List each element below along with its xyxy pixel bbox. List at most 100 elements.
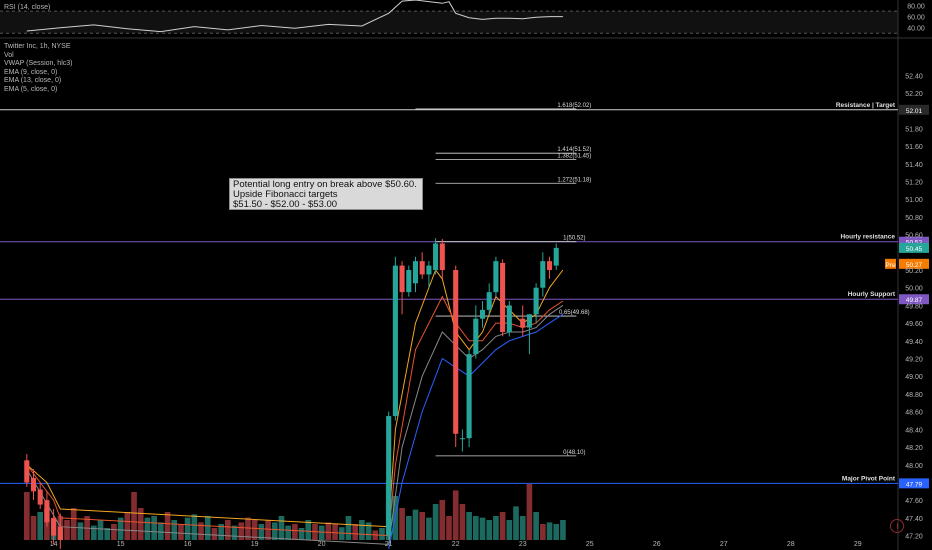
- y-tick-16: 48.80: [905, 392, 923, 399]
- fib-label-1: 1.414(51.52): [557, 147, 591, 153]
- candle-body: [51, 517, 57, 536]
- fib-label-2: 1.382(51.45): [557, 153, 591, 159]
- symbol-title[interactable]: Twitter Inc, 1h, NYSE: [4, 43, 71, 50]
- candle-body: [459, 438, 465, 440]
- candle-body: [473, 318, 479, 355]
- volume-bar: [553, 524, 560, 540]
- y-tick-7: 50.80: [905, 215, 923, 222]
- volume-bar: [271, 522, 278, 540]
- volume-bar: [292, 524, 298, 540]
- level-label-1: Hourly resistance: [840, 234, 895, 241]
- x-tick-5: 21: [385, 541, 393, 548]
- candle-body: [520, 318, 526, 328]
- volume-bar: [97, 520, 104, 540]
- x-tick-4: 20: [318, 541, 326, 548]
- candle-body: [533, 287, 539, 315]
- volume-bar: [104, 528, 111, 540]
- volume-bar: [472, 516, 479, 540]
- level-tag-bg-0: [899, 104, 929, 115]
- y-tick-18: 48.40: [905, 427, 923, 434]
- volume-bar: [412, 509, 419, 540]
- candle-body: [526, 314, 532, 328]
- x-tick-2: 16: [184, 541, 192, 548]
- volume-bar: [204, 516, 211, 540]
- y-tick-20: 48.00: [905, 463, 923, 470]
- candle-body: [44, 500, 50, 523]
- x-tick-9: 26: [653, 541, 661, 548]
- volume-bar: [439, 500, 446, 540]
- candle-body: [57, 526, 63, 540]
- trade-idea-note[interactable]: Potential long entry on break above $50.…: [229, 178, 423, 210]
- volume-bar: [30, 516, 37, 540]
- volume-bar: [77, 522, 84, 540]
- x-tick-10: 27: [720, 541, 728, 548]
- rsi-tick-1: 60.00: [907, 15, 925, 22]
- level-label-3: Major Pivot Point: [842, 475, 896, 482]
- x-tick-6: 22: [452, 541, 460, 548]
- volume-bar: [184, 517, 191, 540]
- y-tick-13: 49.40: [905, 339, 923, 346]
- volume-bar: [70, 508, 77, 540]
- y-tick-12: 49.60: [905, 321, 923, 328]
- legend-ema-5[interactable]: EMA (5, close, 0): [4, 85, 58, 93]
- candle-body: [493, 261, 499, 293]
- volume-bar: [144, 517, 151, 540]
- volume-bar: [533, 512, 539, 540]
- volume-bar: [265, 520, 271, 540]
- candle-body: [419, 261, 425, 275]
- volume-bar: [23, 492, 30, 540]
- volume-bar: [285, 525, 291, 540]
- x-tick-8: 25: [586, 541, 594, 548]
- y-tick-14: 49.20: [905, 357, 923, 364]
- fib-label-4: 1(50.52): [563, 236, 585, 242]
- volume-bar: [493, 516, 499, 540]
- ema-line-3: [388, 313, 564, 549]
- legend-ema-13[interactable]: EMA (13, close, 0): [4, 77, 62, 85]
- indicator-legend: Twitter Inc, 1h, NYSE Vol VWAP (Session,…: [4, 43, 72, 95]
- candle-body: [540, 261, 546, 288]
- volume-bar: [399, 508, 405, 540]
- volume-bar: [359, 520, 365, 540]
- rsi-band: [0, 11, 898, 34]
- legend-ema-9[interactable]: EMA (9, close, 0): [4, 68, 58, 76]
- rsi-tick-2: 40.00: [907, 26, 925, 33]
- note-line-1: Potential long entry on break above $50.…: [233, 179, 417, 190]
- volume-bar: [459, 504, 466, 540]
- volume-bar: [432, 504, 439, 540]
- candle-body: [30, 478, 37, 492]
- volume-bar: [318, 525, 325, 540]
- level-tag-bg-2: [899, 294, 929, 305]
- y-tick-4: 51.40: [905, 162, 923, 169]
- note-line-3: $51.50 - $52.00 - $53.00: [233, 199, 338, 210]
- volume-bar: [111, 524, 117, 540]
- volume-bar: [499, 512, 506, 540]
- volume-bar: [137, 508, 144, 540]
- volume-bar: [171, 520, 178, 540]
- legend-volume[interactable]: Vol: [4, 51, 14, 59]
- candle-body: [433, 243, 439, 271]
- volume-bar: [245, 517, 251, 540]
- candle-body: [24, 460, 30, 483]
- y-tick-9: 50.20: [905, 268, 923, 275]
- volume-bar: [37, 512, 44, 540]
- volume-bar: [258, 524, 265, 540]
- y-tick-15: 49.00: [905, 374, 923, 381]
- rsi-indicator-label[interactable]: RSI (14, close): [4, 4, 51, 11]
- level-tag-bg-1: [899, 236, 929, 247]
- legend-vwap[interactable]: VWAP (Session, hlc3): [4, 60, 73, 68]
- x-tick-12: 29: [854, 541, 862, 548]
- fib-label-0: 1.618(52.02): [557, 103, 591, 109]
- volume-bar: [446, 516, 452, 540]
- volume-bar: [164, 512, 171, 540]
- price-tag-2: 50.27: [906, 262, 923, 269]
- price-tag-bg-1: [885, 258, 896, 269]
- volume-bar: [231, 525, 238, 540]
- x-tick-7: 23: [519, 541, 527, 548]
- volume-bar: [191, 514, 198, 540]
- price-tag-bg-2: [899, 258, 929, 269]
- price-tag-1: Pre: [885, 262, 896, 269]
- tradingview-logo-icon[interactable]: [890, 519, 904, 533]
- y-tick-1: 52.20: [905, 91, 923, 98]
- candle-body: [392, 265, 398, 417]
